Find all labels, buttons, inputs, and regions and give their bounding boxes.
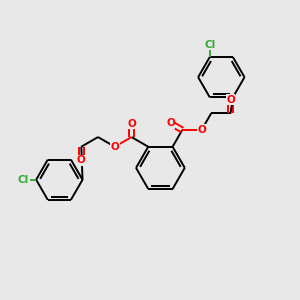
Text: O: O [166,118,175,128]
Text: O: O [226,95,235,105]
Text: Cl: Cl [204,40,215,50]
Text: Cl: Cl [18,175,29,185]
Text: O: O [197,125,206,135]
Text: O: O [110,142,119,152]
Text: O: O [77,155,86,165]
Text: O: O [127,118,136,128]
